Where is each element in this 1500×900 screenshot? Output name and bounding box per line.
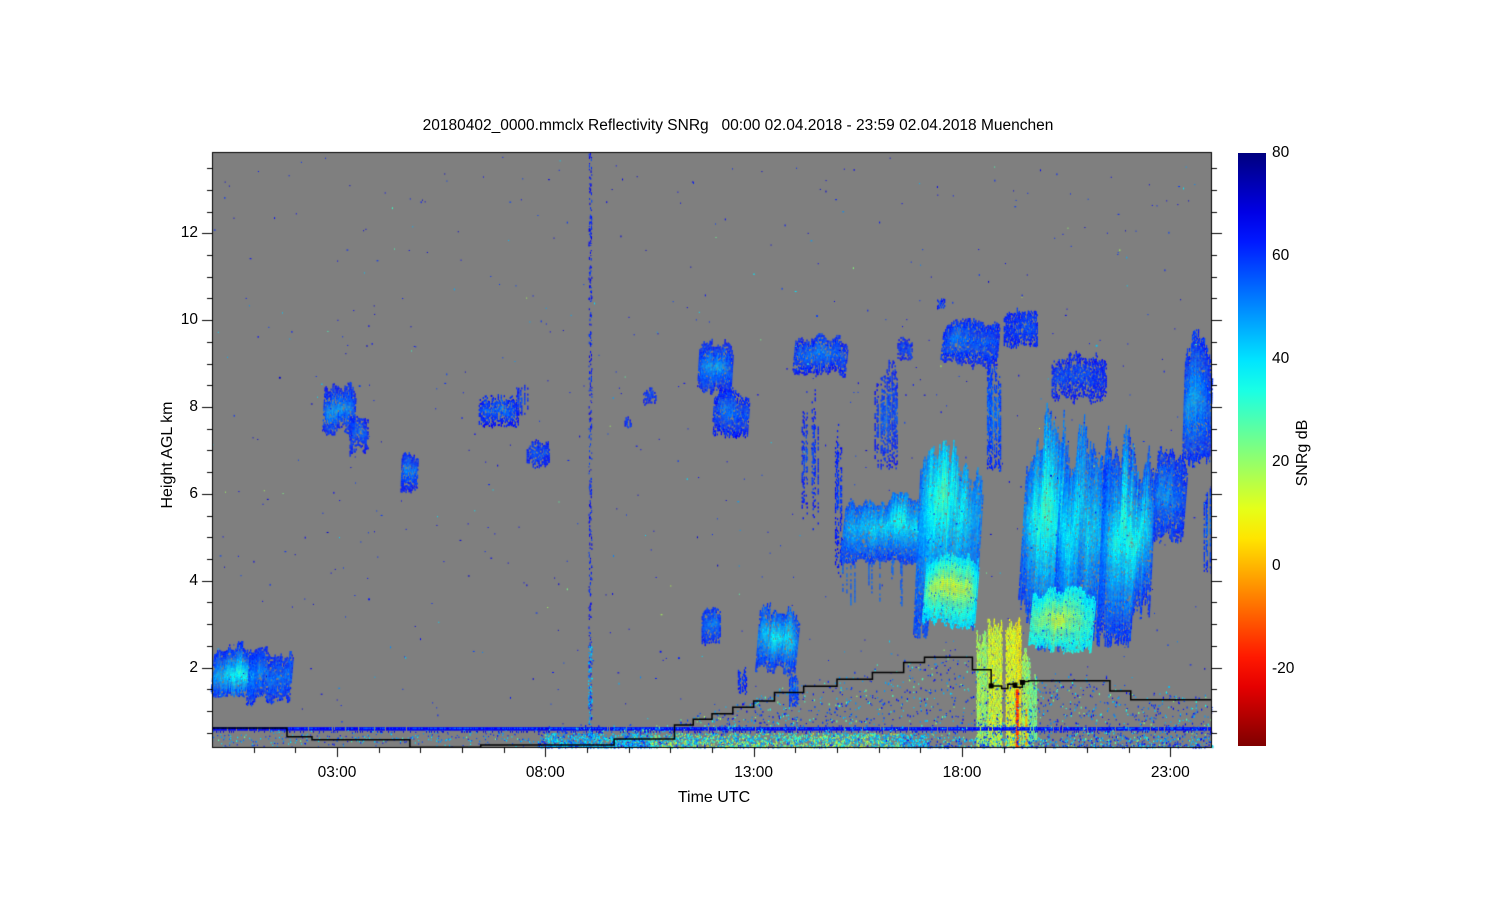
- x-axis-label: Time UTC: [677, 789, 751, 806]
- x-tick-label: 08:00: [525, 764, 565, 781]
- x-tick-label: 23:00: [1150, 764, 1190, 781]
- x-tick-label: 03:00: [317, 764, 357, 781]
- colorbar-tick-label: 0: [1272, 556, 1281, 574]
- y-tick-label: 2: [189, 658, 198, 676]
- y-tick-label: 12: [180, 224, 198, 242]
- colorbar-tick-label: -20: [1272, 659, 1295, 677]
- y-tick-label: 4: [189, 571, 198, 589]
- colorbar-tick-label: 40: [1272, 350, 1290, 368]
- colorbar-tick-label: 80: [1272, 144, 1290, 161]
- y-tick-label: 8: [189, 397, 198, 415]
- colorbar-tick-label: 20: [1272, 453, 1290, 471]
- y-tick-label: 6: [189, 484, 198, 502]
- x-tick-label: 18:00: [942, 764, 982, 781]
- plot-title: 20180402_0000.mmclx Reflectivity SNRg 00…: [422, 117, 1054, 134]
- y-tick-label: 10: [180, 311, 198, 329]
- colorbar-gradient: [1238, 153, 1266, 746]
- colorbar-tick-label: 60: [1272, 247, 1290, 265]
- x-tick-label: 13:00: [734, 764, 774, 781]
